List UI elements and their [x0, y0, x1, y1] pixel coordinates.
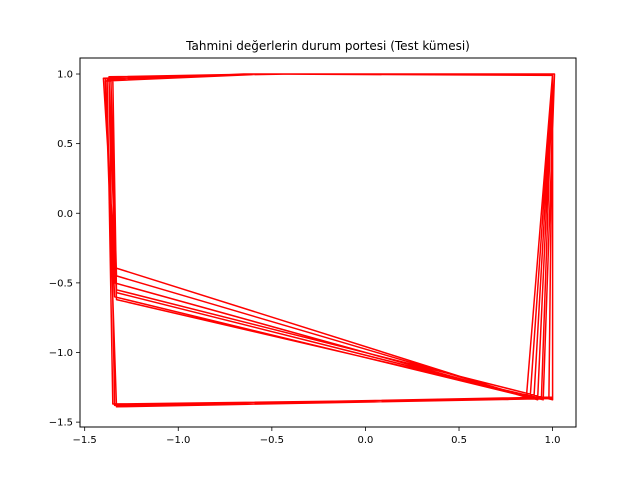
- plot-area: [102, 73, 556, 408]
- x-tick-label: 0.5: [451, 435, 467, 446]
- x-tick-label: −0.5: [260, 435, 284, 446]
- axes-frame: [79, 57, 577, 428]
- chart-title: Tahmini değerlerin durum portesi (Test k…: [185, 39, 470, 53]
- x-tick-label: 1.0: [545, 435, 561, 446]
- x-axis: −1.5 −1.0 −0.5 0.0 0.5 1.0: [73, 427, 561, 446]
- y-tick-label: 1.0: [57, 70, 73, 81]
- y-tick-label: 0.5: [57, 139, 73, 150]
- x-tick-label: −1.0: [166, 435, 190, 446]
- y-tick-label: 0.0: [57, 209, 73, 220]
- x-tick-label: 0.0: [357, 435, 373, 446]
- series-line-0: [102, 73, 556, 408]
- y-tick-label: −0.5: [49, 278, 73, 289]
- y-tick-label: −1.5: [49, 418, 73, 429]
- y-axis: −1.5 −1.0 −0.5 0.0 0.5 1.0: [49, 70, 80, 429]
- x-tick-label: −1.5: [73, 435, 97, 446]
- y-tick-label: −1.0: [49, 348, 73, 359]
